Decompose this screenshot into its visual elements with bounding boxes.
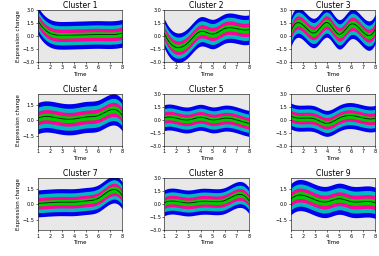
Title: Cluster 1: Cluster 1 (63, 1, 97, 10)
Title: Cluster 4: Cluster 4 (63, 85, 97, 94)
Title: Cluster 2: Cluster 2 (189, 1, 224, 10)
Title: Cluster 6: Cluster 6 (316, 85, 350, 94)
Title: Cluster 7: Cluster 7 (63, 169, 97, 178)
X-axis label: Time: Time (326, 72, 340, 77)
Title: Cluster 8: Cluster 8 (189, 169, 224, 178)
X-axis label: Time: Time (73, 156, 87, 161)
Y-axis label: Expression change: Expression change (16, 94, 22, 146)
Y-axis label: Expression change: Expression change (16, 10, 22, 62)
X-axis label: Time: Time (73, 240, 87, 245)
X-axis label: Time: Time (73, 72, 87, 77)
Title: Cluster 9: Cluster 9 (316, 169, 350, 178)
Y-axis label: Expression change: Expression change (16, 178, 22, 230)
X-axis label: Time: Time (200, 156, 213, 161)
Title: Cluster 5: Cluster 5 (189, 85, 224, 94)
Title: Cluster 3: Cluster 3 (316, 1, 350, 10)
X-axis label: Time: Time (326, 156, 340, 161)
X-axis label: Time: Time (326, 240, 340, 245)
X-axis label: Time: Time (200, 72, 213, 77)
X-axis label: Time: Time (200, 240, 213, 245)
